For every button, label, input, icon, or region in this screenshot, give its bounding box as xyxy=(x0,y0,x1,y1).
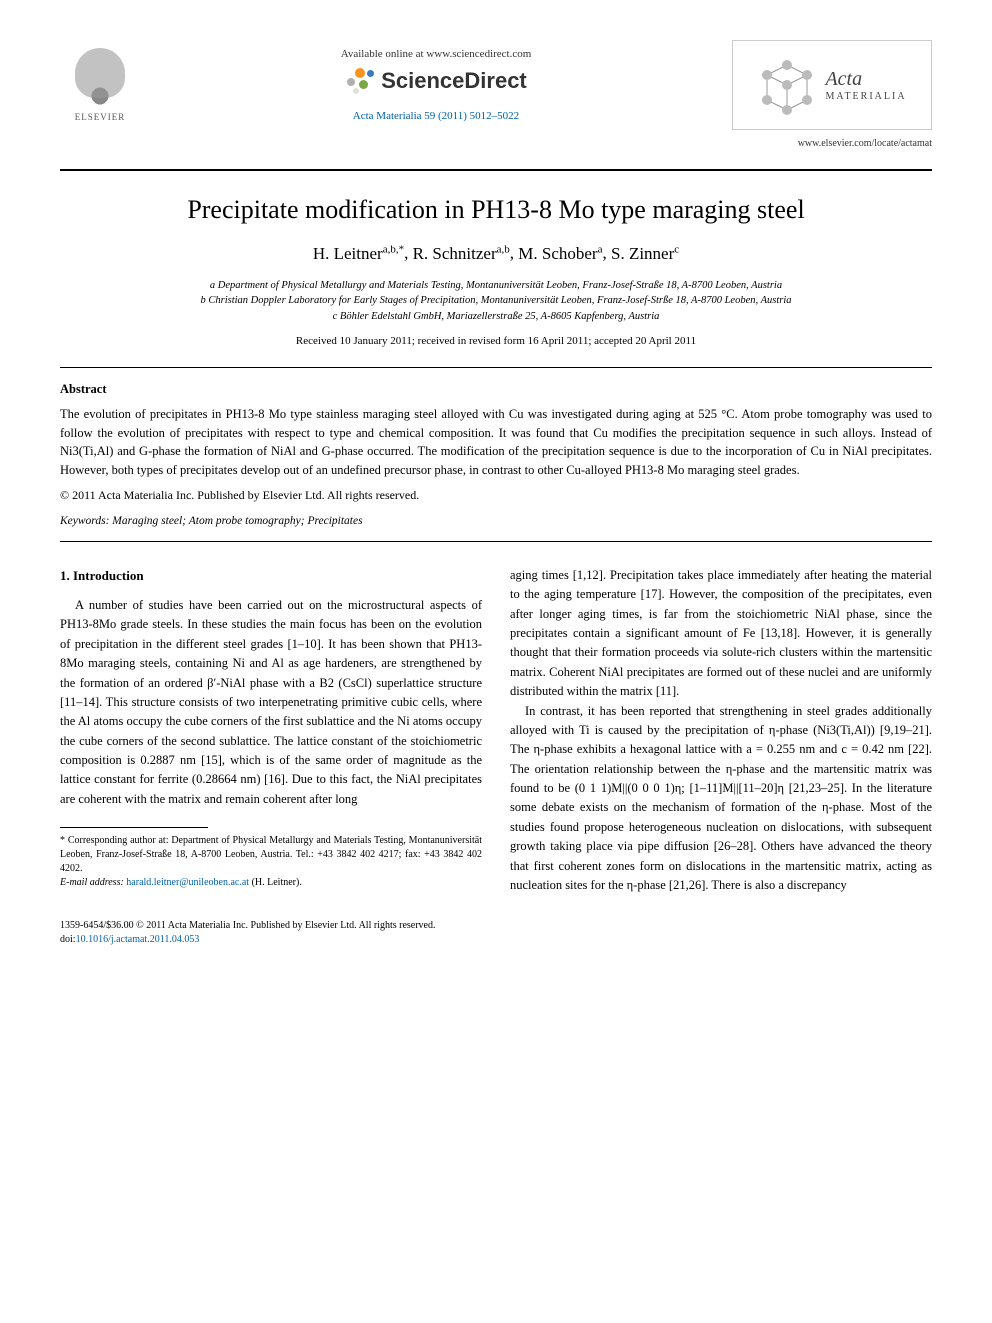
affiliation-b: b Christian Doppler Laboratory for Early… xyxy=(60,293,932,309)
author-1: H. Leitnera,b,* xyxy=(313,244,404,263)
keywords-label: Keywords: xyxy=(60,515,109,527)
corresponding-author-footnote: * Corresponding author at: Department of… xyxy=(60,834,482,890)
available-online-text: Available online at www.sciencedirect.co… xyxy=(140,48,732,60)
journal-reference[interactable]: Acta Materialia 59 (2011) 5012–5022 xyxy=(140,110,732,122)
author-3: M. Schobera xyxy=(518,244,602,263)
section-1-heading: 1. Introduction xyxy=(60,566,482,586)
affiliations: a Department of Physical Metallurgy and … xyxy=(60,278,932,325)
acta-materialia-logo: Acta MATERIALIA xyxy=(732,40,932,130)
rule-below-keywords xyxy=(60,541,932,542)
article-title: Precipitate modification in PH13-8 Mo ty… xyxy=(60,195,932,225)
body-columns: 1. Introduction A number of studies have… xyxy=(60,566,932,895)
keywords-text: Maraging steel; Atom probe tomography; P… xyxy=(109,515,362,527)
journal-reference-link[interactable]: Acta Materialia 59 (2011) 5012–5022 xyxy=(353,110,519,122)
footnote-email-suffix: (H. Leitner). xyxy=(252,877,302,888)
sciencedirect-dots-icon xyxy=(345,66,375,96)
acta-lattice-icon xyxy=(757,55,817,115)
footnote-email-line: E-mail address: harald.leitner@unileoben… xyxy=(60,876,482,890)
elsevier-label: ELSEVIER xyxy=(75,112,126,122)
materialia-word: MATERIALIA xyxy=(825,91,906,102)
footnote-separator xyxy=(60,827,208,828)
author-4: S. Zinnerc xyxy=(611,244,679,263)
sciencedirect-logo: ScienceDirect xyxy=(345,66,527,96)
footer-doi: doi:10.1016/j.actamat.2011.04.053 xyxy=(60,933,932,947)
column-left: 1. Introduction A number of studies have… xyxy=(60,566,482,895)
intro-paragraph-1-cont: aging times [1,12]. Precipitation takes … xyxy=(510,566,932,702)
affiliation-c: c Böhler Edelstahl GmbH, Mariazellerstra… xyxy=(60,309,932,325)
footer-issn: 1359-6454/$36.00 © 2011 Acta Materialia … xyxy=(60,919,932,933)
center-header: Available online at www.sciencedirect.co… xyxy=(140,48,732,122)
acta-word: Acta xyxy=(825,68,862,91)
journal-url[interactable]: www.elsevier.com/locate/actamat xyxy=(60,138,932,149)
footer-doi-link[interactable]: 10.1016/j.actamat.2011.04.053 xyxy=(76,934,200,945)
column-right: aging times [1,12]. Precipitation takes … xyxy=(510,566,932,895)
authors: H. Leitnera,b,*, R. Schnitzera,b, M. Sch… xyxy=(60,243,932,264)
rule-above-abstract xyxy=(60,367,932,368)
article-dates: Received 10 January 2011; received in re… xyxy=(60,335,932,347)
author-2: R. Schnitzera,b xyxy=(413,244,510,263)
header-row: ELSEVIER Available online at www.science… xyxy=(60,40,932,130)
abstract-text: The evolution of precipitates in PH13-8 … xyxy=(60,405,932,480)
intro-paragraph-2: In contrast, it has been reported that s… xyxy=(510,702,932,896)
elsevier-logo: ELSEVIER xyxy=(60,40,140,130)
footer-doi-label: doi: xyxy=(60,934,76,945)
elsevier-tree-icon xyxy=(70,48,130,108)
keywords: Keywords: Maraging steel; Atom probe tom… xyxy=(60,515,932,527)
rule-top xyxy=(60,169,932,171)
page-footer: 1359-6454/$36.00 © 2011 Acta Materialia … xyxy=(60,919,932,947)
abstract-copyright: © 2011 Acta Materialia Inc. Published by… xyxy=(60,488,932,503)
footnote-email-link[interactable]: harald.leitner@unileoben.ac.at xyxy=(126,877,249,888)
intro-paragraph-1: A number of studies have been carried ou… xyxy=(60,596,482,809)
footnote-address: * Corresponding author at: Department of… xyxy=(60,834,482,876)
abstract-heading: Abstract xyxy=(60,382,932,397)
affiliation-a: a Department of Physical Metallurgy and … xyxy=(60,278,932,294)
sciencedirect-text: ScienceDirect xyxy=(381,68,527,94)
footnote-email-label: E-mail address: xyxy=(60,877,124,888)
